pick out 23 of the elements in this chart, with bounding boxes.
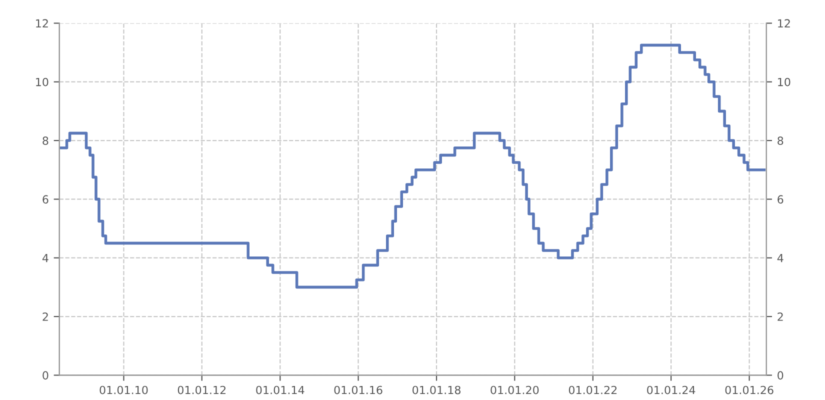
x-tick-label: 01.01.24 (647, 386, 696, 394)
y2-tick-label: 10 (778, 78, 790, 86)
x-tick-label: 01.01.22 (568, 386, 617, 394)
y-tick-label: 12 (36, 19, 48, 28)
x-tick-label: 01.01.10 (100, 386, 148, 394)
x-tick-label: 01.01.18 (412, 386, 460, 394)
y-tick-label: 2 (42, 312, 48, 321)
y2-tick-label: 8 (778, 136, 784, 145)
y2-tick-label: 0 (778, 371, 784, 380)
y-tick-label: 6 (42, 195, 48, 204)
x-tick-label: 01.01.26 (725, 386, 774, 394)
x-tick-label: 01.01.12 (178, 386, 226, 394)
y-tick-label: 0 (42, 371, 48, 380)
y-tick-label: 4 (42, 254, 48, 262)
y2-tick-label: 12 (778, 19, 790, 28)
x-tick-label: 01.01.16 (334, 386, 382, 394)
x-tick-label: 01.01.20 (490, 386, 539, 394)
y-tick-label: 10 (36, 78, 48, 86)
y-tick-label: 8 (42, 136, 48, 145)
x-tick-label: 01.01.14 (256, 386, 304, 394)
y2-tick-label: 4 (777, 254, 784, 262)
y2-tick-label: 6 (778, 195, 784, 204)
y2-tick-label: 2 (778, 312, 783, 321)
